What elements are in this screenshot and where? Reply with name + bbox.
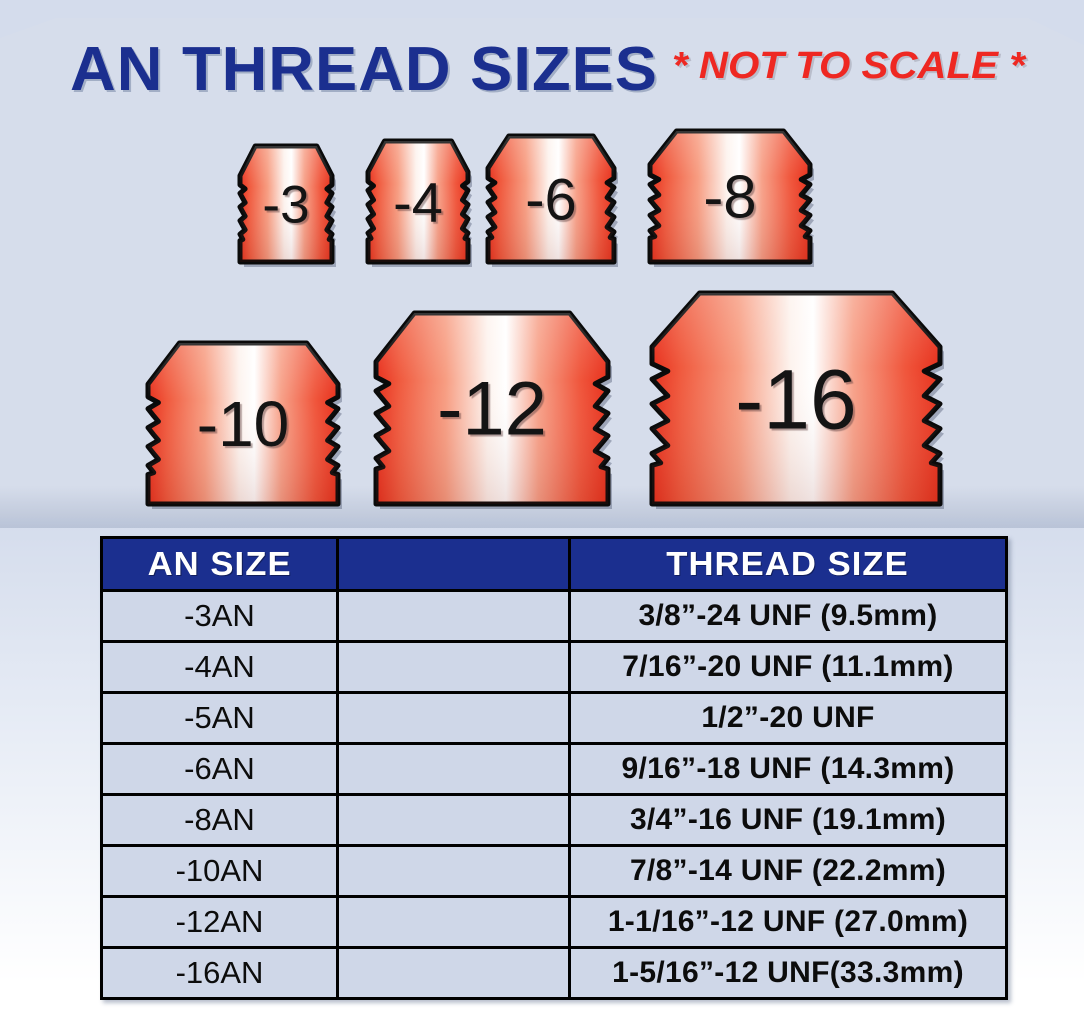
table-row: -10AN 7/8”-14 UNF (22.2mm)	[100, 844, 1008, 898]
cell-thread-size: 9/16”-18 UNF (14.3mm)	[568, 742, 1008, 796]
table-head: AN SIZE THREAD SIZE	[100, 536, 1008, 592]
column-header-an-size: AN SIZE	[100, 536, 339, 592]
table-row: -4AN 7/16”-20 UNF (11.1mm)	[100, 640, 1008, 694]
cell-spacer	[336, 946, 571, 1000]
not-to-scale-note: * NOT TO SCALE *	[672, 45, 1025, 87]
cell-an-size: -10AN	[100, 844, 339, 898]
column-header-thread-size-label: THREAD SIZE	[666, 545, 910, 582]
fitting-minus-3: -3	[237, 143, 336, 267]
fitting-shading	[650, 131, 810, 262]
cell-an-size: -16AN	[100, 946, 339, 1000]
cell-thread-size: 3/8”-24 UNF (9.5mm)	[568, 589, 1008, 643]
cell-an-size: -4AN	[100, 640, 339, 694]
cell-spacer	[336, 589, 571, 643]
cell-spacer	[336, 895, 571, 949]
cell-an-size: -8AN	[100, 793, 339, 847]
column-header-thread-size: THREAD SIZE	[568, 536, 1008, 592]
cell-thread-size: 1-1/16”-12 UNF (27.0mm)	[568, 895, 1008, 949]
table-row: -6AN 9/16”-18 UNF (14.3mm)	[100, 742, 1008, 796]
header: AN THREAD SIZES * NOT TO SCALE *	[0, 34, 1084, 104]
fitting-minus-8: -8	[647, 128, 814, 267]
cell-spacer	[336, 844, 571, 898]
cell-thread-size-label: 1-1/16”-12 UNF (27.0mm)	[607, 905, 969, 938]
fitting-minus-4: -4	[365, 138, 472, 267]
fitting-shading	[148, 343, 338, 504]
cell-spacer	[336, 691, 571, 745]
fitting-minus-10: -10	[145, 340, 342, 509]
cell-spacer	[336, 640, 571, 694]
cell-an-size: -6AN	[100, 742, 339, 796]
cell-an-size: -12AN	[100, 895, 339, 949]
table-row: -8AN 3/4”-16 UNF (19.1mm)	[100, 793, 1008, 847]
fitting-shading	[488, 136, 614, 262]
fitting-minus-6: -6	[485, 133, 618, 267]
cell-thread-size-label: 3/4”-16 UNF (19.1mm)	[629, 803, 947, 836]
cell-thread-size-label: 9/16”-18 UNF (14.3mm)	[621, 752, 955, 785]
table-row: -3AN 3/8”-24 UNF (9.5mm)	[100, 589, 1008, 643]
table-row: -16AN 1-5/16”-12 UNF(33.3mm)	[100, 946, 1008, 1000]
fitting-shading	[652, 293, 940, 504]
cell-spacer	[336, 793, 571, 847]
fitting-shading	[368, 141, 468, 262]
column-header-an-size-label: AN SIZE	[147, 545, 292, 582]
table-row: -12AN 1-1/16”-12 UNF (27.0mm)	[100, 895, 1008, 949]
fitting-minus-12: -12	[373, 310, 612, 509]
cell-thread-size: 7/8”-14 UNF (22.2mm)	[568, 844, 1008, 898]
page-title: AN THREAD SIZES	[70, 35, 659, 104]
cell-thread-size: 1-5/16”-12 UNF(33.3mm)	[568, 946, 1008, 1000]
table-body: -3AN 3/8”-24 UNF (9.5mm) -4AN 7/16”-20 UNF …	[100, 589, 1008, 1000]
cell-thread-size-label: 1-5/16”-12 UNF(33.3mm)	[612, 956, 964, 989]
cell-thread-size: 7/16”-20 UNF (11.1mm)	[568, 640, 1008, 694]
cell-thread-size: 1/2”-20 UNF	[568, 691, 1008, 745]
cell-thread-size-label: 3/8”-24 UNF (9.5mm)	[638, 599, 938, 632]
cell-thread-size-label: 7/16”-20 UNF (11.1mm)	[622, 650, 954, 683]
table-header-row: AN SIZE THREAD SIZE	[100, 536, 1008, 592]
cell-thread-size-label: 7/8”-14 UNF (22.2mm)	[629, 854, 947, 887]
cell-spacer	[336, 742, 571, 796]
cell-thread-size: 3/4”-16 UNF (19.1mm)	[568, 793, 1008, 847]
table-row: -5AN 1/2”-20 UNF	[100, 691, 1008, 745]
fitting-shading	[240, 146, 332, 262]
cell-thread-size-label: 1/2”-20 UNF	[701, 701, 875, 734]
fitting-shading	[376, 313, 608, 504]
fitting-minus-16: -16	[649, 290, 944, 509]
an-thread-size-table: AN SIZE THREAD SIZE -3AN 3/8”-24 UNF (9.5…	[100, 536, 1008, 1000]
column-header-spacer	[336, 536, 571, 592]
cell-an-size: -3AN	[100, 589, 339, 643]
cell-an-size: -5AN	[100, 691, 339, 745]
